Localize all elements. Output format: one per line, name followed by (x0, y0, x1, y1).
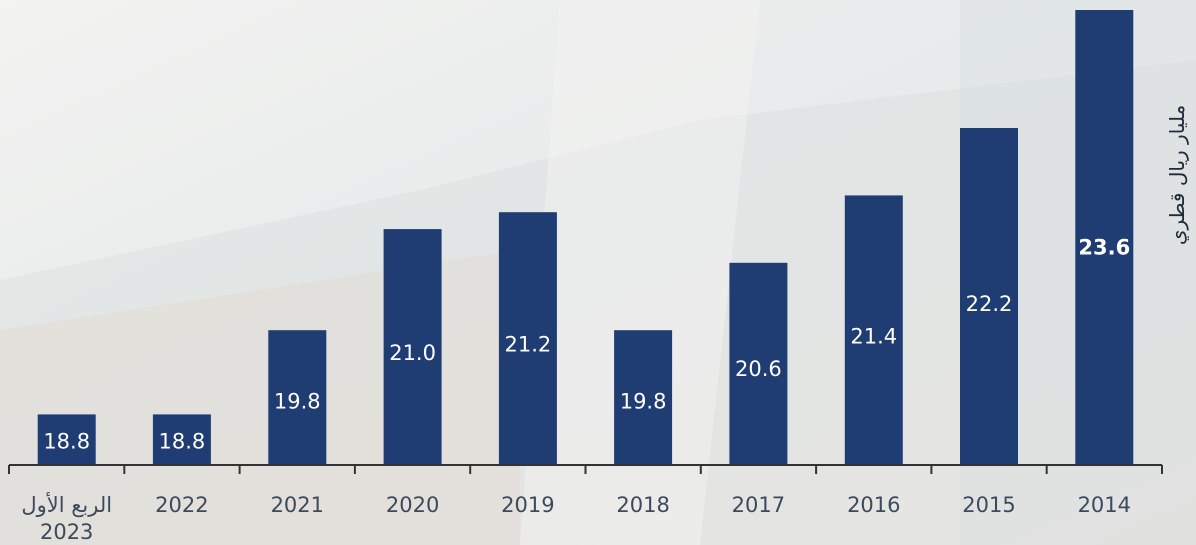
x-tick-label-2: 2021 (271, 493, 324, 517)
x-tick-label-0-line-1: 2023 (40, 520, 93, 544)
bar-value-label-6: 20.6 (735, 357, 782, 381)
bar-5 (614, 330, 673, 465)
bar-value-label-2: 19.8 (274, 389, 321, 413)
bar-4 (498, 212, 557, 465)
x-tick-label-8: 2015 (962, 493, 1015, 517)
bar-value-label-0: 18.8 (43, 430, 90, 454)
x-tick-label-9: 2014 (1078, 493, 1131, 517)
bar-0 (37, 414, 96, 465)
bar-value-label-3: 21.0 (389, 341, 436, 365)
bar-9 (1075, 10, 1134, 465)
x-tick-label-6: 2017 (732, 493, 785, 517)
y-axis-label: مليار ريال قطري (1165, 105, 1190, 245)
x-tick-label-7: 2016 (847, 493, 900, 517)
labels: 18.8 الربع الأول 2023 18.8 2022 19.8 2021 21.0 2… (21, 236, 1131, 544)
bar-7 (844, 195, 903, 465)
background-light-band (520, 0, 760, 545)
bar-value-label-4: 21.2 (505, 333, 552, 357)
bar-8 (960, 128, 1018, 465)
bar-value-label-7: 21.4 (850, 325, 897, 349)
bar-value-label-1: 18.8 (159, 430, 206, 454)
x-tick-label-4: 2019 (501, 493, 554, 517)
x-tick-label-5: 2018 (616, 493, 669, 517)
x-axis (8, 464, 1163, 474)
bar-value-label-8: 22.2 (966, 292, 1013, 316)
bar-2 (268, 330, 327, 465)
x-tick-label-0-line-0: الربع الأول (21, 492, 112, 517)
bar-1 (152, 414, 211, 465)
bar-value-label-5: 19.8 (620, 389, 667, 413)
bar-value-label-9: 23.6 (1078, 236, 1130, 260)
bar-3 (383, 229, 442, 465)
bar-6 (729, 262, 788, 465)
x-tick-label-1: 2022 (155, 493, 208, 517)
bars (37, 10, 1134, 465)
x-tick-label-3: 2020 (386, 493, 439, 517)
